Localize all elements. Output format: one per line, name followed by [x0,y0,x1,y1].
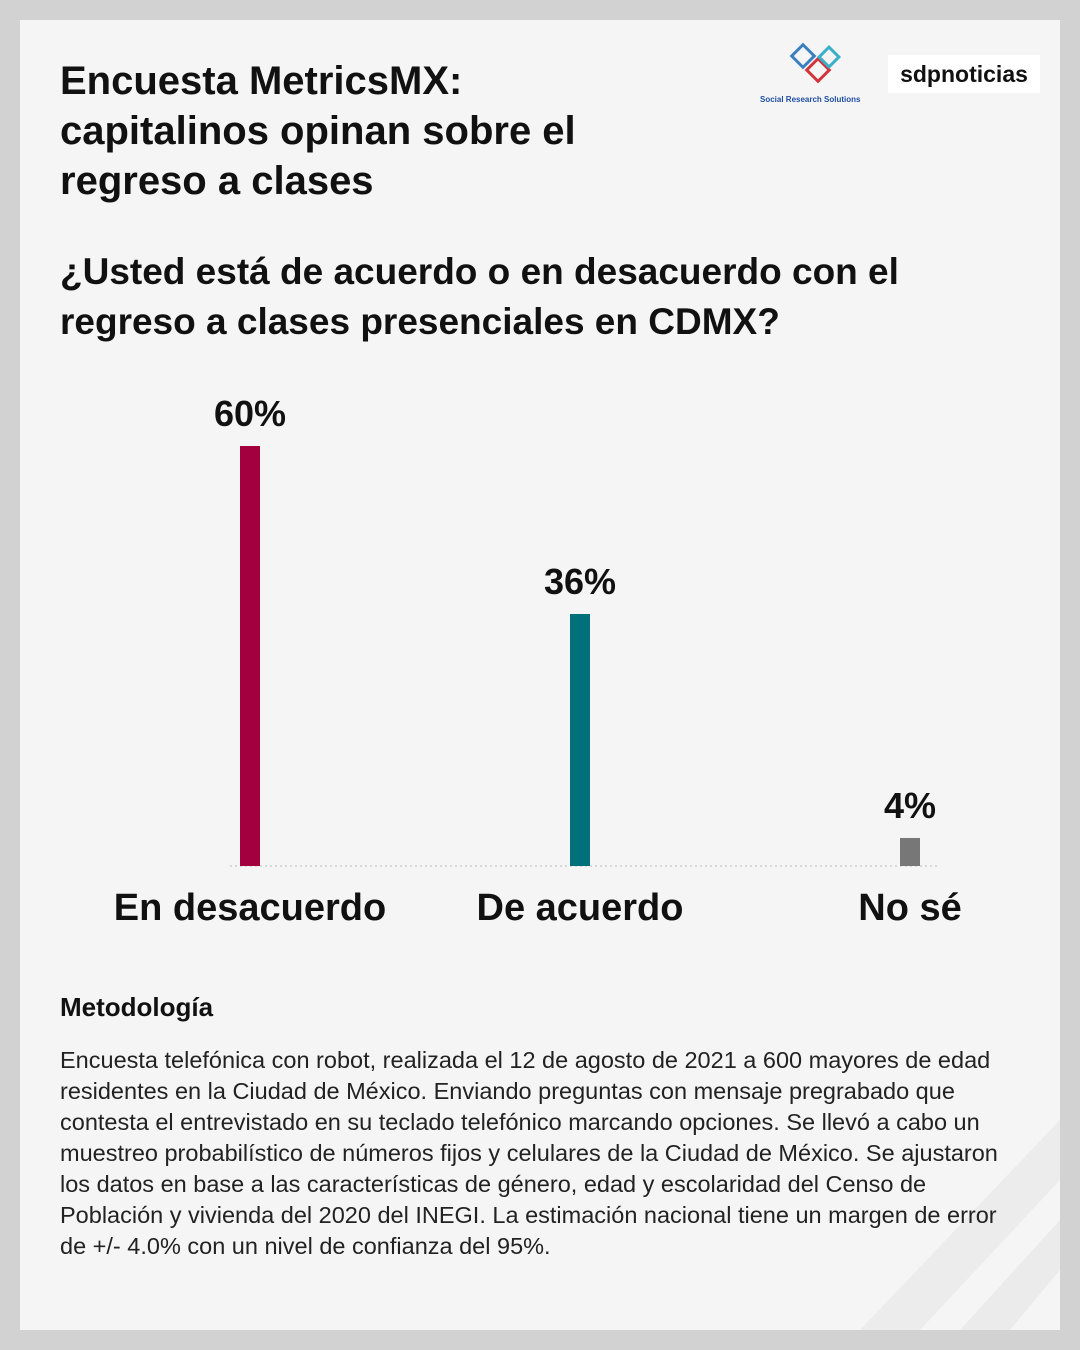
bar [900,838,920,866]
decor-stripe [860,1120,1060,1330]
card: 60% En desacuerdo 36% De acuerdo 4% No sé Enc… [20,20,1060,1330]
subtitle: ¿Usted está de acuerdo o en desacuerdo c… [60,251,899,342]
value-label: 4% [884,785,936,826]
methodology-heading: Metodología [60,992,214,1022]
title: Encuesta MetricsMX: capitalinos opinan s… [60,59,576,203]
outlet-brand: sdpnoticias [888,55,1040,93]
category-label: No sé [858,887,961,929]
bar [240,446,260,866]
value-label: 36% [544,561,616,602]
category-label: De acuerdo [477,887,684,929]
research-brand: Social Research Solutions [760,95,861,104]
category-label: En desacuerdo [114,887,386,929]
decor-stripe [960,1220,1060,1330]
bar [570,614,590,866]
chart: 60% En desacuerdo 36% De acuerdo 4% No sé [114,42,1060,1330]
research-logo [789,42,842,84]
methodology-text: Encuesta telefónica con robot, realizada… [60,1047,998,1259]
value-label: 60% [214,393,286,434]
